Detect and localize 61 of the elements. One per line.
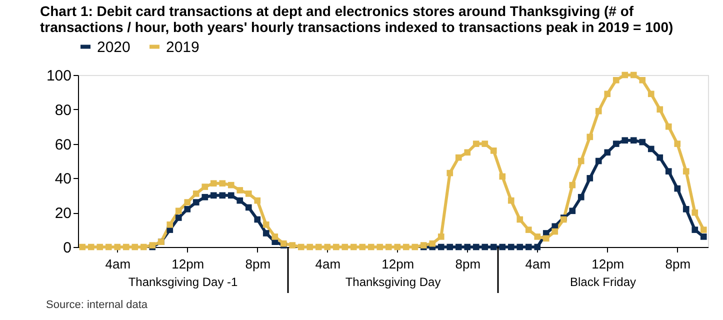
x-tick-label: 12pm [592,256,624,272]
chart-title: Chart 1: Debit card transactions at dept and electronics stores around Thanksgiving (# of transactions / hour, both years' hourly transactions indexed to transactions peak in 2019 = 100) [40,3,674,35]
legend-label: 2019 [166,38,200,56]
point [682,206,690,212]
x-tick-label: 8pm [455,256,481,272]
point [482,244,488,250]
y-tick-label: 40 [54,170,72,188]
point [245,204,252,211]
point [184,206,191,212]
point [236,197,244,204]
point [175,214,182,221]
point [499,244,506,250]
text: Thanksgiving Day [345,275,441,289]
y-tick-label: 60 [54,136,72,154]
point [534,244,541,250]
point [455,244,462,250]
point [700,234,707,240]
point [578,194,584,200]
point [622,137,628,144]
legend-label: 2020 [97,38,130,56]
point [604,149,611,156]
point [525,244,532,250]
point [254,216,261,223]
y-tick-label: 0 [63,240,72,256]
y-tick-label: 100 [46,68,72,84]
point [674,185,681,192]
text: Thanksgiving Day -1 [128,275,238,289]
x-tick-label: 8pm [245,256,271,272]
y-tick-label: 20 [54,205,72,222]
point [219,192,226,199]
y-tick-label: 80 [54,102,72,119]
point [464,244,471,250]
point [612,140,620,147]
point [228,192,234,199]
point [595,158,602,164]
x-tick-label: 4am [315,256,341,272]
point [210,192,217,199]
point [472,244,480,250]
point [490,244,497,250]
x-tick-label: 8pm [665,256,691,272]
point [656,154,664,161]
point [516,244,524,250]
point [202,194,208,200]
point [630,137,637,144]
point [446,244,454,250]
x-tick-label: 12pm [382,256,414,272]
point [648,146,654,152]
point [665,168,672,174]
point [569,208,576,214]
point [192,199,200,206]
point [639,138,646,146]
point [262,230,270,236]
point [508,244,514,250]
x-tick-label: 12pm [172,256,204,272]
point [586,175,594,182]
x-tick-label: 4am [525,256,551,272]
text: Black Friday [570,275,636,289]
source-note: Source: internal data [46,299,148,311]
point [692,226,698,233]
x-tick-label: 4am [105,256,131,272]
point [438,244,444,250]
